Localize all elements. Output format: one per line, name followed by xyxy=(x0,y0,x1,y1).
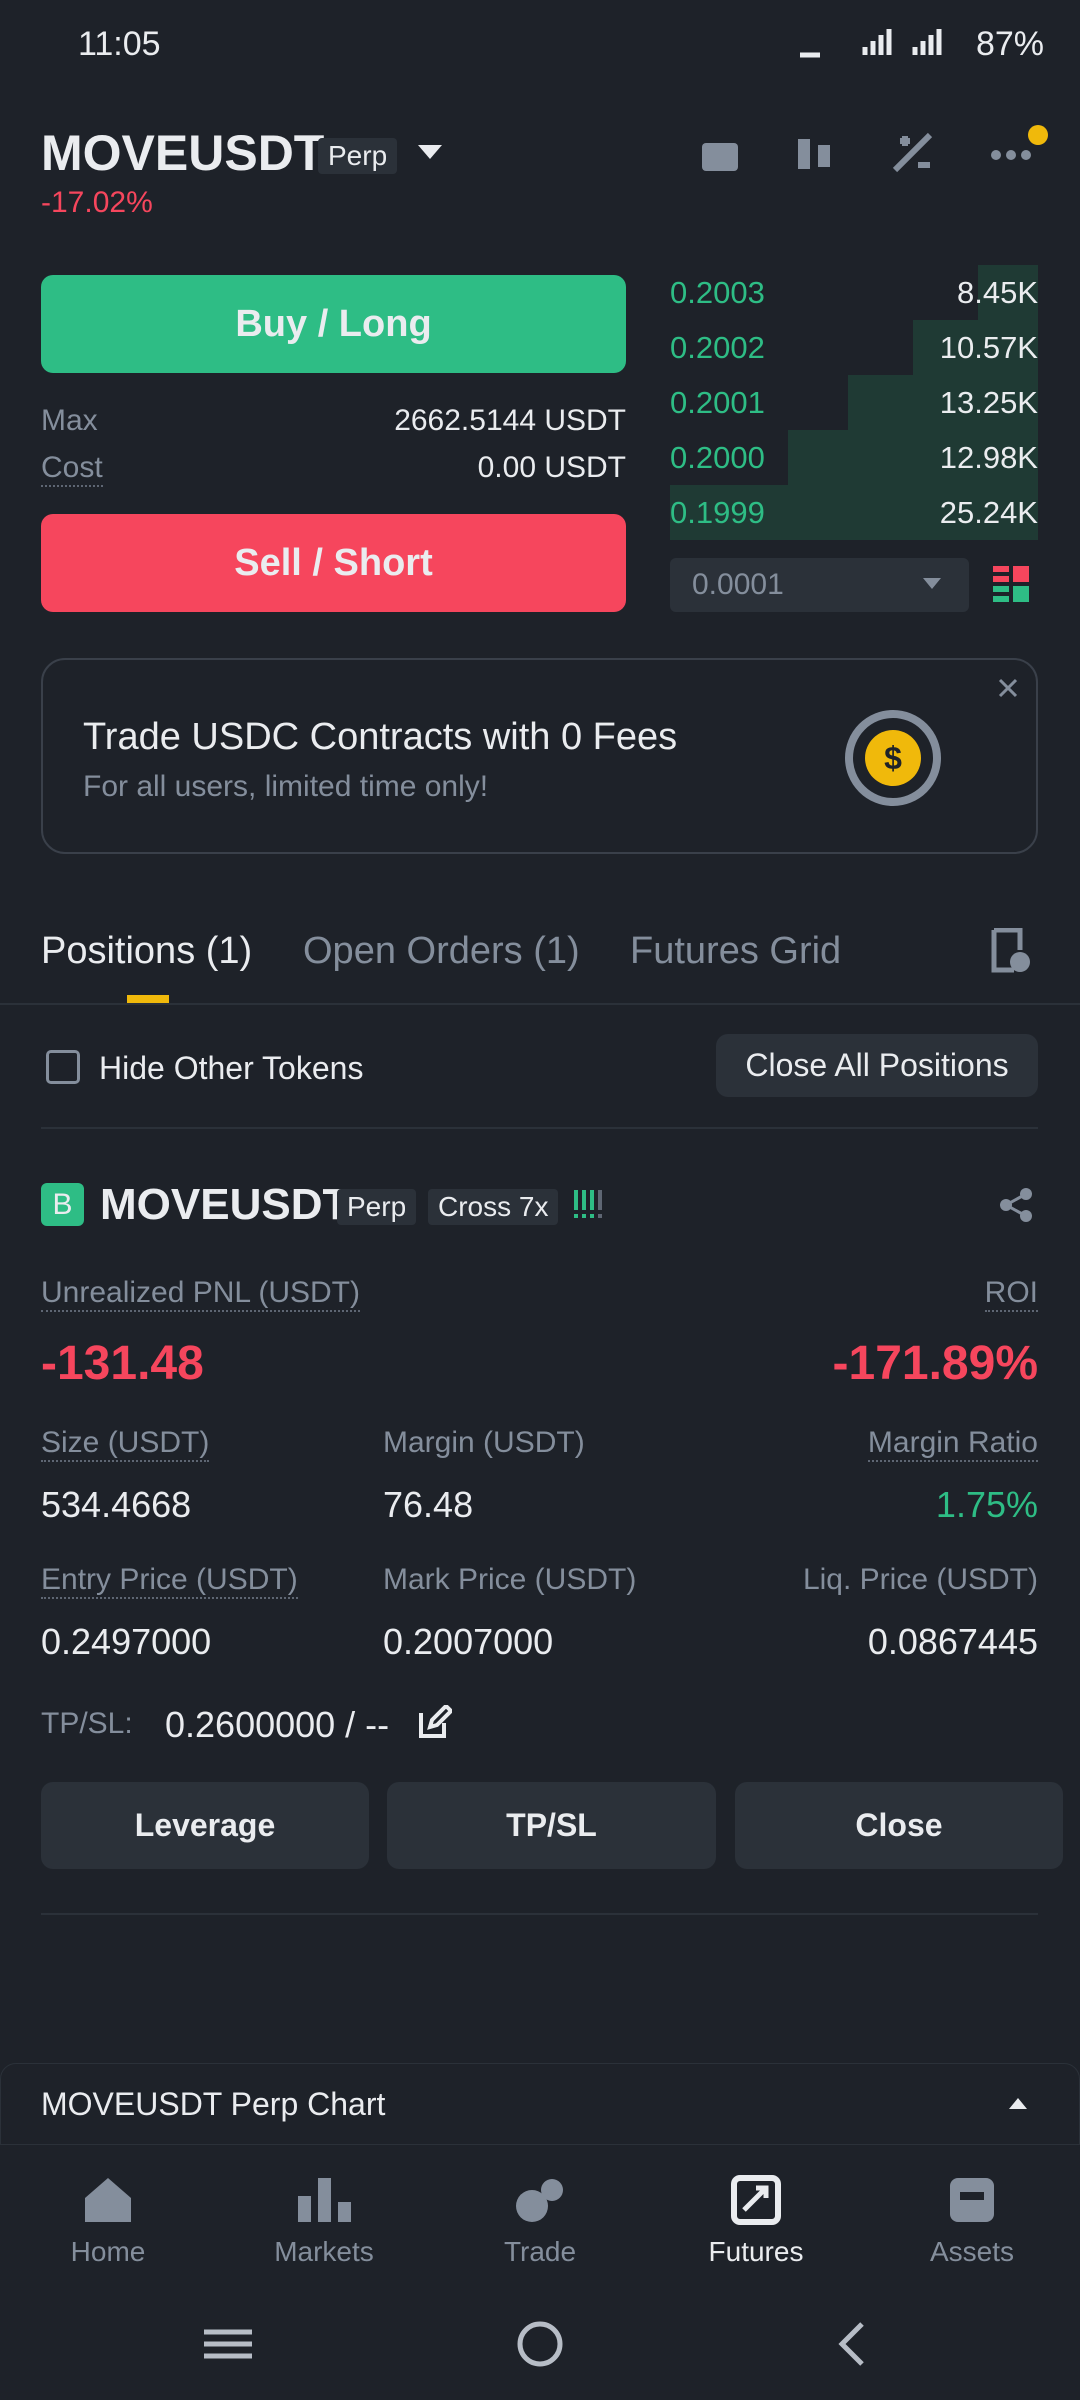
ratio-label: Margin Ratio xyxy=(867,1426,1038,1462)
bid-price: 0.1999 xyxy=(670,495,765,530)
banner-icon: $ xyxy=(845,710,941,806)
bid-price: 0.2001 xyxy=(670,385,765,420)
caret xyxy=(923,578,941,589)
status-icons xyxy=(800,29,942,58)
step-value: 0.0001 xyxy=(692,568,784,601)
nav-icons xyxy=(85,2175,994,2225)
divider xyxy=(41,1913,1038,1915)
battery: 87% xyxy=(975,25,1044,63)
order-book xyxy=(670,265,1038,540)
close-all-button[interactable]: Close All Positions xyxy=(716,1034,1038,1097)
size-value: 534.4668 xyxy=(41,1484,192,1525)
bid-price: 0.2000 xyxy=(670,440,765,475)
symbol[interactable]: MOVEUSDT xyxy=(41,125,325,181)
bid-qty: 25.24K xyxy=(939,495,1038,530)
mark-label: Mark Price (USDT) xyxy=(383,1563,637,1596)
perp-tag: Perp xyxy=(318,138,398,174)
nav-item[interactable]: Trade xyxy=(503,2236,577,2267)
promo-banner[interactable]: Trade USDC Contracts with 0 Fees For all… xyxy=(41,658,1038,854)
close-button[interactable]: Close xyxy=(735,1782,1063,1869)
entry-label: Entry Price (USDT) xyxy=(41,1563,298,1599)
mark-value: 0.2007000 xyxy=(383,1621,554,1662)
depth-bar xyxy=(670,485,1038,540)
bid-qty: 8.45K xyxy=(956,275,1038,310)
tab[interactable]: Futures Grid xyxy=(630,930,842,972)
margin-value: 76.48 xyxy=(383,1484,474,1525)
chart-bar-label: MOVEUSDT Perp Chart xyxy=(41,2086,386,2122)
roi-label: ROI xyxy=(984,1276,1038,1312)
position-tag: Perp xyxy=(337,1189,417,1225)
svg-text:$: $ xyxy=(884,740,902,776)
tpsl-value: 0.2600000 / -- xyxy=(165,1704,390,1745)
liq-value: 0.0867445 xyxy=(867,1621,1038,1662)
sell-button[interactable]: Sell / Short xyxy=(41,514,626,612)
nav-item[interactable]: Futures xyxy=(708,2236,804,2267)
leverage-button[interactable]: Leverage xyxy=(41,1782,369,1869)
margin-mode: Cross 7x xyxy=(428,1189,559,1225)
layout-toggle[interactable] xyxy=(993,566,1031,604)
max-value: 2662.5144 USDT xyxy=(394,404,626,437)
tab[interactable]: Positions (1) xyxy=(41,930,253,972)
bid-price: 0.2003 xyxy=(670,275,765,310)
tpsl-button[interactable]: TP/SL xyxy=(387,1782,716,1869)
tpsl-label: TP/SL: xyxy=(41,1707,133,1740)
nav-item[interactable]: Home xyxy=(70,2236,146,2267)
change: -17.02% xyxy=(41,186,153,219)
liq-label: Liq. Price (USDT) xyxy=(802,1563,1038,1596)
pnl-value: -131.48 xyxy=(41,1337,204,1390)
checkbox[interactable] xyxy=(46,1050,80,1084)
dropdown[interactable] xyxy=(418,145,442,161)
bid-price: 0.2002 xyxy=(670,330,765,365)
divider xyxy=(41,1127,1038,1129)
nav-item[interactable]: Assets xyxy=(929,2236,1015,2267)
position-symbol: MOVEUSDT xyxy=(100,1180,350,1229)
buy-button[interactable]: Buy / Long xyxy=(41,275,626,373)
side-badge: B xyxy=(41,1183,84,1226)
entry-value: 0.2497000 xyxy=(41,1621,212,1662)
cost-label: Cost xyxy=(41,451,103,487)
time: 11:05 xyxy=(78,25,161,63)
share-icon[interactable] xyxy=(998,1187,1034,1223)
depth-bar xyxy=(913,320,1038,375)
banner-subtitle: For all users, limited time only! xyxy=(83,770,489,803)
tab[interactable]: Open Orders (1) xyxy=(303,930,580,972)
size-label: Size (USDT) xyxy=(41,1426,210,1462)
depth-bar xyxy=(978,265,1038,320)
depth-bar xyxy=(788,430,1038,485)
divider xyxy=(0,1003,1080,1005)
bid-qty: 12.98K xyxy=(939,440,1038,475)
depth-bar xyxy=(848,375,1038,430)
toolbar[interactable] xyxy=(690,125,1060,185)
step-select[interactable]: 0.0001 xyxy=(670,558,969,612)
roi-value: -171.89% xyxy=(832,1337,1038,1390)
history-icon[interactable] xyxy=(990,928,1032,974)
nav-item[interactable]: Markets xyxy=(274,2236,374,2267)
max-label: Max xyxy=(41,404,98,437)
bottom-nav xyxy=(0,2145,1080,2400)
close-banner[interactable] xyxy=(998,678,1018,698)
margin-label: Margin (USDT) xyxy=(383,1426,585,1459)
system-nav xyxy=(204,2321,864,2367)
hide-label[interactable]: Hide Other Tokens xyxy=(99,1050,364,1086)
cost-value: 0.00 USDT xyxy=(477,451,626,484)
pnl-label: Unrealized PNL (USDT) xyxy=(41,1276,360,1312)
bid-qty: 10.57K xyxy=(939,330,1038,365)
ratio-value: 1.75% xyxy=(935,1484,1038,1525)
adl-indicator xyxy=(574,1190,602,1218)
expand-caret xyxy=(1009,2098,1027,2109)
chart-bar[interactable]: MOVEUSDT Perp Chart xyxy=(0,2063,1080,2145)
bid-qty: 13.25K xyxy=(939,385,1038,420)
tab-indicator xyxy=(127,995,169,1003)
edit-icon[interactable] xyxy=(418,1705,452,1739)
banner-title: Trade USDC Contracts with 0 Fees xyxy=(83,716,678,758)
